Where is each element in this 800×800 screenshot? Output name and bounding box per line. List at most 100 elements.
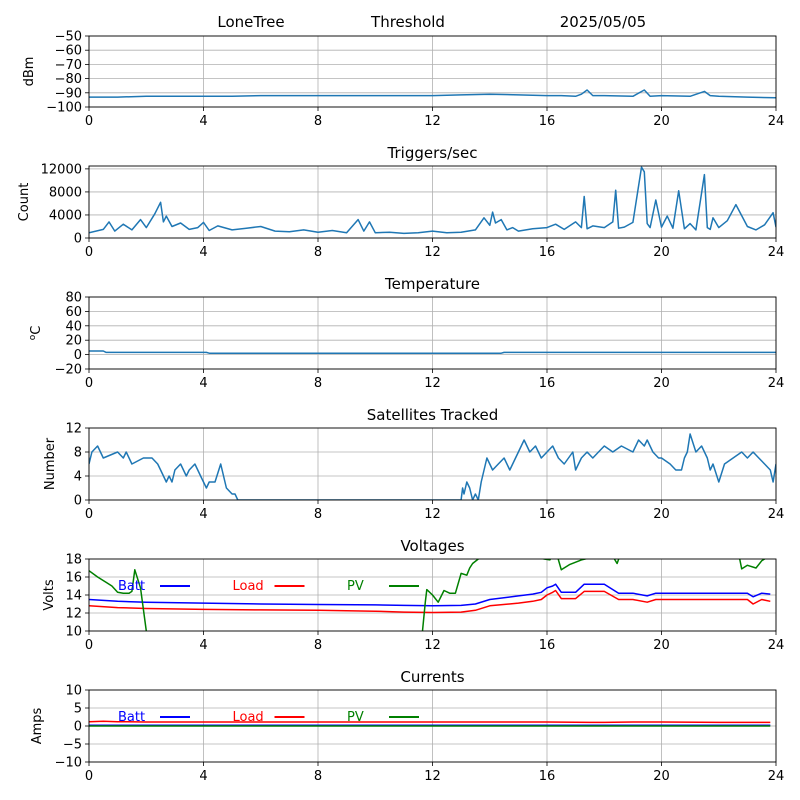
x-tick-label: 16 [539,114,556,129]
series-line-1 [89,720,771,724]
y-tick-label: −90 [55,86,82,101]
x-tick-label: 20 [653,507,670,522]
x-tick-label: 0 [85,769,93,784]
y-tick-label: 8000 [49,185,82,200]
series-line-0 [89,89,776,99]
y-tick-label: −60 [55,44,82,59]
series-line-3 [421,559,766,631]
x-tick-label: 4 [199,769,207,784]
chart-title: Currents [400,668,464,686]
y-tick-label: 4 [74,470,82,485]
chart-panel-0: 0 4 8 12 16 20 24 −100−90−80−70−60−50 dBm [22,30,784,130]
x-tick-label: 24 [768,114,785,129]
y-axis-label: Volts [42,579,57,611]
x-tick-label: 8 [314,769,322,784]
series-line-0 [89,433,776,500]
chart-panel-3: 0 4 8 12 16 20 24 0 4 8 12 Satellites Tracked Number [43,406,784,522]
x-tick-label: 20 [653,114,670,129]
y-tick-label: 12000 [41,162,82,177]
x-tick-label: 20 [653,376,670,391]
y-tick-label: 80 [65,291,82,306]
x-tick-label: 24 [768,376,785,391]
y-axis-label: Count [17,183,32,222]
y-tick-label: 40 [65,319,82,334]
y-axis-label: dBm [22,57,37,87]
y-tick-label: −10 [55,756,82,771]
x-tick-label: 16 [539,376,556,391]
y-axis-label: Amps [30,707,45,744]
y-axis-label: oC [28,326,44,341]
y-tick-label: −100 [46,101,82,116]
x-tick-label: 4 [199,376,207,391]
y-axis-label-unit: C [29,326,44,335]
y-tick-label: 5 [74,702,82,717]
y-tick-label: 18 [65,553,82,568]
y-tick-label: 0 [74,720,82,735]
chart-title: Voltages [400,537,464,555]
y-tick-label: 8 [74,446,82,461]
x-tick-label: 0 [85,376,93,391]
legend-label: PV [347,579,364,594]
series-line-2 [89,569,148,631]
y-tick-label: −5 [63,738,82,753]
y-axis-label: Number [43,437,58,490]
x-tick-label: 24 [768,507,785,522]
y-tick-label: 12 [65,422,82,437]
x-tick-label: 20 [653,245,670,260]
y-tick-label: 0 [74,348,82,363]
y-tick-label: −80 [55,72,82,87]
chart-panel-4: 0 4 8 12 16 20 24 10 12 14 16 18 Voltages Volts Batt Lo… [42,537,784,653]
y-tick-label: 12 [65,607,82,622]
chart-panel-5: 0 4 8 12 16 20 24 −10 −5 0 5 10 Currents Amps Batt Load… [30,668,784,784]
x-tick-label: 24 [768,769,785,784]
y-tick-label: 60 [65,305,82,320]
y-tick-label: 0 [74,232,82,247]
y-tick-label: −20 [55,363,82,378]
y-tick-label: 14 [65,589,82,604]
y-axis-label-superscript: o [28,334,38,340]
x-tick-label: 4 [199,245,207,260]
x-tick-label: 0 [85,638,93,653]
legend-label: Batt [118,710,145,725]
chart-title: Triggers/sec [387,144,478,162]
x-tick-label: 12 [424,114,441,129]
legend-label: Load [233,579,264,594]
header-date: 2025/05/05 [560,13,646,31]
x-tick-label: 12 [424,638,441,653]
x-tick-label: 0 [85,245,93,260]
x-tick-label: 4 [199,507,207,522]
x-tick-label: 24 [768,638,785,653]
x-tick-label: 8 [314,245,322,260]
legend-label: Batt [118,579,145,594]
x-tick-label: 12 [424,769,441,784]
series-line-0 [89,350,776,354]
y-tick-label: 20 [65,334,82,349]
x-tick-label: 8 [314,507,322,522]
x-tick-label: 12 [424,507,441,522]
x-tick-label: 16 [539,769,556,784]
series-line-0 [89,166,776,235]
x-tick-label: 8 [314,114,322,129]
y-tick-label: 4000 [49,208,82,223]
chart-panel-1: 0 4 8 12 16 20 24 0 4000 8000 12000 Triggers/sec Cou… [17,144,784,260]
x-tick-label: 12 [424,245,441,260]
x-tick-label: 20 [653,638,670,653]
x-tick-label: 0 [85,507,93,522]
series-line-1 [89,589,771,614]
header-station: LoneTree [217,13,284,31]
x-tick-label: 12 [424,376,441,391]
chart-title: Satellites Tracked [367,406,498,424]
x-tick-label: 16 [539,507,556,522]
chart-title: Temperature [384,275,480,293]
x-tick-label: 4 [199,638,207,653]
x-tick-label: 8 [314,376,322,391]
x-tick-label: 24 [768,245,785,260]
x-tick-label: 0 [85,114,93,129]
x-tick-label: 8 [314,638,322,653]
x-tick-label: 4 [199,114,207,129]
header-mode: Threshold [370,13,445,31]
